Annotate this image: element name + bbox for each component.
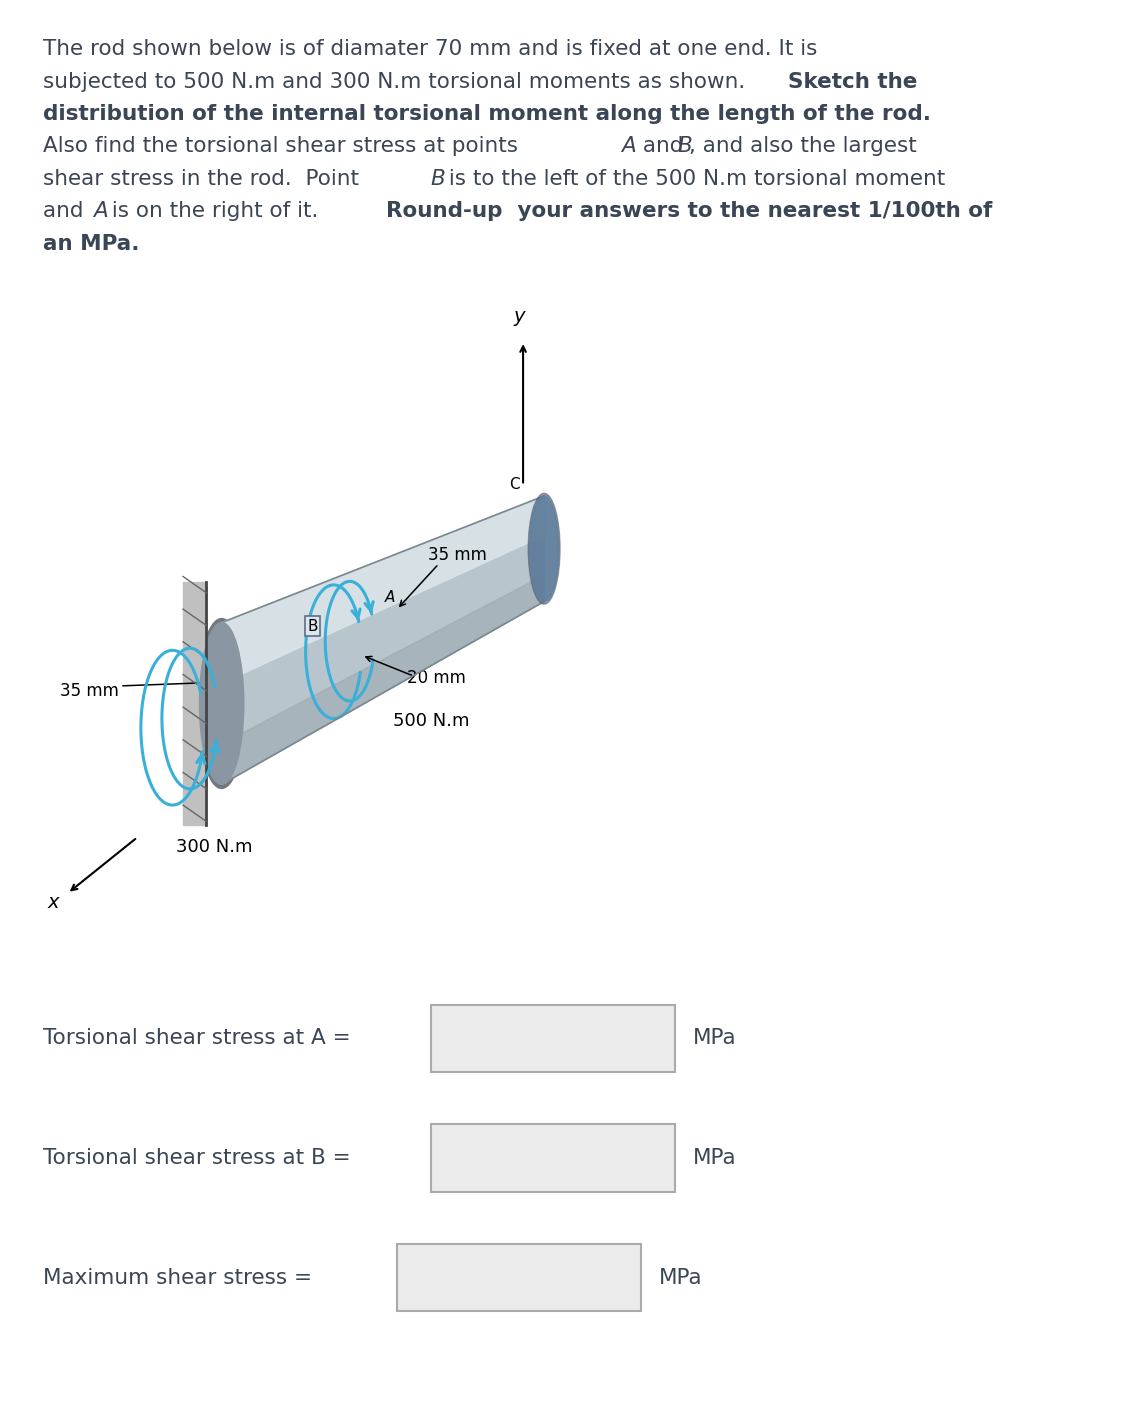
Text: x: x [48, 892, 59, 912]
Text: 500 N.m: 500 N.m [393, 712, 469, 730]
Text: y: y [514, 307, 525, 325]
Text: Round-up  your answers to the nearest 1/100th of: Round-up your answers to the nearest 1/1… [386, 201, 992, 221]
Ellipse shape [530, 495, 559, 602]
Polygon shape [183, 582, 206, 825]
Text: C: C [509, 477, 521, 492]
Ellipse shape [197, 619, 246, 788]
Text: is to the left of the 500 N.m torsional moment: is to the left of the 500 N.m torsional … [442, 169, 946, 189]
Text: Sketch the: Sketch the [788, 72, 917, 91]
Text: and: and [43, 201, 91, 221]
Text: subjected to 500 N.m and 300 N.m torsional moments as shown.: subjected to 500 N.m and 300 N.m torsion… [43, 72, 745, 91]
Polygon shape [221, 497, 544, 684]
Polygon shape [221, 575, 544, 784]
Ellipse shape [200, 622, 244, 785]
Polygon shape [221, 497, 544, 784]
Text: Maximum shear stress =: Maximum shear stress = [43, 1268, 312, 1287]
Text: , and also the largest: , and also the largest [689, 136, 917, 156]
Text: A: A [621, 136, 636, 156]
FancyBboxPatch shape [397, 1244, 641, 1311]
FancyBboxPatch shape [431, 1005, 675, 1072]
Text: and: and [636, 136, 691, 156]
Text: MPa: MPa [659, 1268, 702, 1287]
Text: MPa: MPa [693, 1148, 736, 1168]
Text: Also find the torsional shear stress at points: Also find the torsional shear stress at … [43, 136, 525, 156]
Text: distribution of the internal torsional moment along the length of the rod.: distribution of the internal torsional m… [43, 104, 931, 124]
Text: 20 mm: 20 mm [407, 670, 466, 688]
Text: 35 mm: 35 mm [429, 546, 488, 564]
Text: A: A [93, 201, 108, 221]
Text: Torsional shear stress at B =: Torsional shear stress at B = [43, 1148, 350, 1168]
Text: B: B [677, 136, 692, 156]
Text: 300 N.m: 300 N.m [176, 839, 253, 857]
Text: is on the right of it.: is on the right of it. [105, 201, 332, 221]
Text: B: B [307, 619, 318, 633]
Text: B: B [431, 169, 446, 189]
FancyBboxPatch shape [431, 1124, 675, 1192]
Ellipse shape [528, 494, 560, 604]
Text: 35 mm: 35 mm [60, 682, 119, 701]
Text: A: A [384, 591, 395, 605]
Text: an MPa.: an MPa. [43, 234, 139, 253]
Text: The rod shown below is of diamater 70 mm and is fixed at one end. It is: The rod shown below is of diamater 70 mm… [43, 39, 818, 59]
Text: shear stress in the rod.  Point: shear stress in the rod. Point [43, 169, 366, 189]
Text: MPa: MPa [693, 1029, 736, 1048]
Text: Torsional shear stress at A =: Torsional shear stress at A = [43, 1029, 350, 1048]
